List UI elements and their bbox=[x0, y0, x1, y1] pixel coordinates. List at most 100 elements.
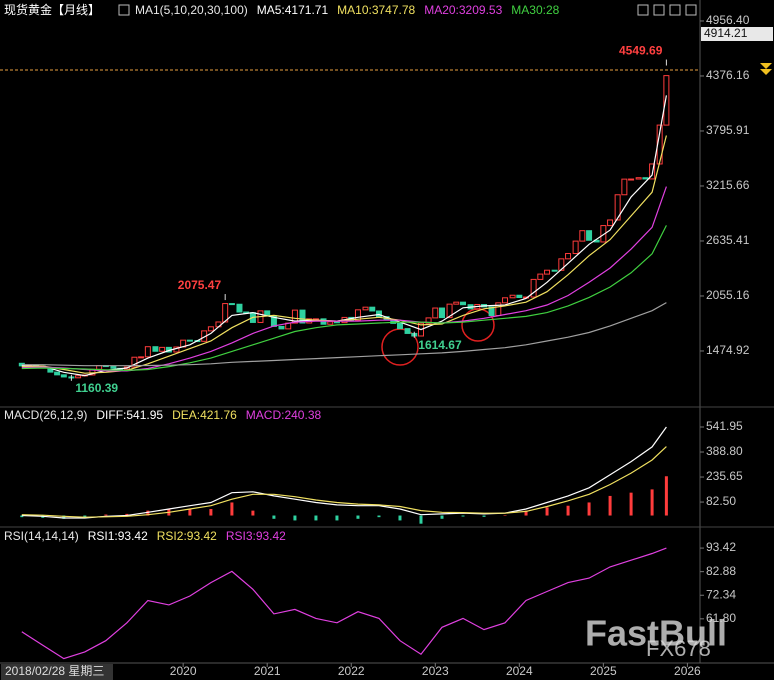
candle-body bbox=[432, 307, 439, 319]
candle-body bbox=[207, 326, 214, 332]
macd-bar bbox=[524, 510, 528, 516]
candle-body bbox=[327, 321, 334, 325]
series-line bbox=[21, 446, 667, 518]
candle-body bbox=[404, 328, 411, 334]
macd-bar bbox=[503, 515, 507, 516]
candle-body bbox=[565, 253, 572, 260]
candle-body bbox=[600, 225, 607, 243]
series-line bbox=[21, 547, 667, 660]
legend-entry: RSI2:93.42 bbox=[157, 529, 217, 543]
icon[interactable] bbox=[685, 4, 697, 16]
candle-body bbox=[502, 297, 509, 304]
candle-body bbox=[417, 322, 424, 337]
x-tick-label: 2024 bbox=[506, 664, 533, 678]
macd-bar bbox=[608, 495, 612, 516]
legend-entry: RSI1:93.42 bbox=[88, 529, 148, 543]
chart-title: 现货黄金【月线】 bbox=[4, 2, 100, 17]
candle-body bbox=[333, 321, 340, 324]
toolbar-icons[interactable] bbox=[118, 4, 697, 16]
macd-bar bbox=[650, 489, 654, 516]
candle-body bbox=[152, 346, 159, 352]
candle-body bbox=[369, 306, 376, 312]
macd-bar bbox=[272, 515, 276, 519]
y-tick-label: 82.50 bbox=[706, 494, 736, 508]
y-tick-label: 1474.92 bbox=[706, 343, 750, 357]
watermark: FastBull bbox=[585, 613, 727, 654]
candle-body bbox=[60, 374, 67, 378]
candle-body bbox=[607, 219, 614, 227]
macd-bar bbox=[104, 514, 108, 516]
macd-bar bbox=[83, 515, 87, 518]
legend-entry: MA1(5,10,20,30,100) bbox=[135, 3, 248, 17]
macd-bar bbox=[545, 507, 549, 516]
series-line bbox=[21, 135, 667, 374]
candle-body bbox=[228, 303, 235, 306]
candle-body bbox=[186, 339, 193, 342]
legend-entry: MA20:3209.53 bbox=[424, 3, 502, 17]
candle-body bbox=[509, 294, 516, 299]
candle-body bbox=[144, 346, 151, 358]
legend-entry: MACD:240.38 bbox=[246, 408, 322, 422]
current-price-label: 4914.21 bbox=[704, 26, 748, 40]
series-line bbox=[21, 95, 667, 377]
date-box bbox=[1, 664, 113, 680]
watermark: FX678 bbox=[646, 636, 711, 661]
current-price-box bbox=[701, 27, 773, 41]
date-label: 2018/02/28 星期三 bbox=[5, 664, 104, 678]
icon[interactable] bbox=[653, 4, 665, 16]
candle-body bbox=[586, 230, 593, 241]
candle-body bbox=[278, 325, 285, 330]
candle-body bbox=[439, 307, 446, 319]
macd-bar bbox=[62, 515, 66, 519]
legend-entry: DIFF:541.95 bbox=[96, 408, 163, 422]
series-line bbox=[21, 302, 667, 367]
x-tick-label: 2025 bbox=[590, 664, 617, 678]
candle-body bbox=[642, 177, 649, 180]
candle-body bbox=[375, 310, 382, 318]
candle-body bbox=[544, 269, 551, 275]
macd-bar bbox=[664, 476, 668, 516]
candle-body bbox=[425, 317, 432, 324]
icon[interactable] bbox=[118, 4, 130, 16]
macd-bar bbox=[230, 502, 234, 516]
x-tick-label: 2023 bbox=[422, 664, 449, 678]
scroll-icon[interactable] bbox=[760, 63, 772, 75]
macd-bar bbox=[335, 515, 339, 521]
legend-entry: MA5:4171.71 bbox=[257, 3, 329, 17]
y-tick-label: 82.88 bbox=[706, 564, 736, 578]
macd-bar bbox=[251, 510, 255, 516]
macd-bar bbox=[20, 515, 24, 518]
macd-bar bbox=[293, 515, 297, 521]
candle-body bbox=[551, 269, 558, 272]
macd-bar bbox=[209, 508, 213, 516]
candle-body bbox=[110, 365, 117, 369]
candle-body bbox=[572, 240, 579, 255]
legend-entry: RSI(14,14,14) bbox=[4, 529, 79, 543]
macd-bar bbox=[566, 505, 570, 516]
macd-bar bbox=[461, 515, 465, 517]
icon[interactable] bbox=[669, 4, 681, 16]
candle-body bbox=[354, 309, 361, 321]
candle-body bbox=[635, 177, 642, 180]
y-tick-label: 4956.40 bbox=[706, 13, 750, 27]
candle-body bbox=[537, 273, 544, 280]
candle-body bbox=[396, 322, 403, 330]
x-tick-label: 2021 bbox=[254, 664, 281, 678]
macd-bar bbox=[419, 515, 423, 524]
macd-bar bbox=[125, 513, 129, 516]
legend-entry: MA10:3747.78 bbox=[337, 3, 415, 17]
macd-bar bbox=[629, 492, 633, 516]
candle-body bbox=[75, 375, 82, 379]
x-tick-label: 2020 bbox=[170, 664, 197, 678]
y-tick-label: 61.80 bbox=[706, 611, 736, 625]
candle-body bbox=[621, 178, 628, 196]
icon[interactable] bbox=[637, 4, 649, 16]
candle-body bbox=[558, 258, 565, 271]
candle-body bbox=[488, 306, 495, 317]
candle-body bbox=[131, 356, 138, 368]
candle-body bbox=[649, 163, 656, 180]
annotation-label: 1614.67 bbox=[418, 338, 462, 352]
candle-body bbox=[614, 194, 621, 221]
y-tick-label: 2635.41 bbox=[706, 233, 750, 247]
